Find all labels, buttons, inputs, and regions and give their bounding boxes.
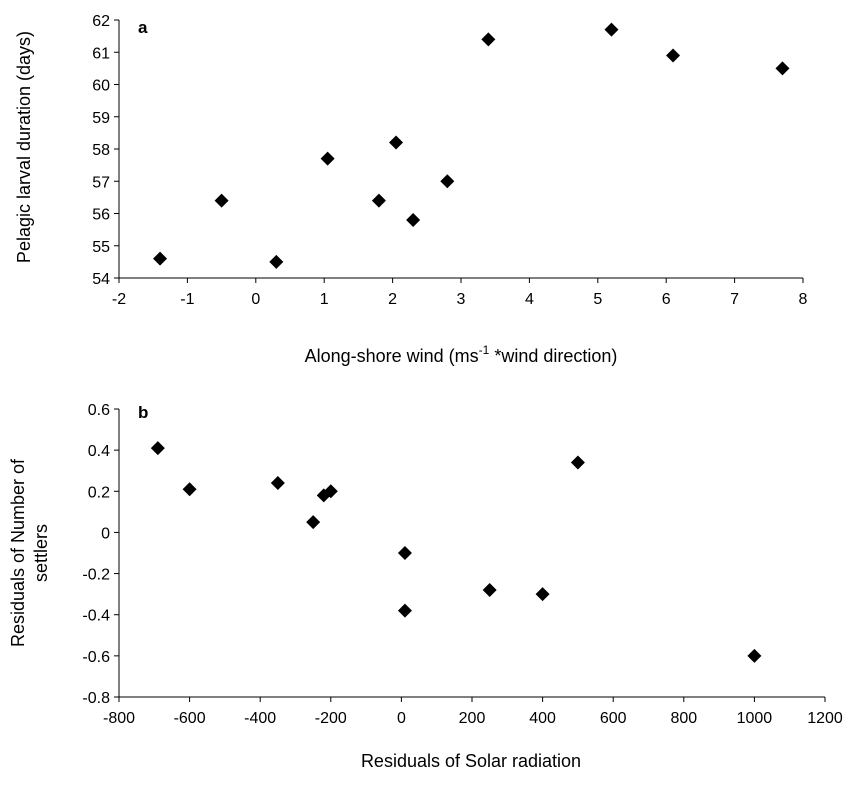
panel-b-data-point <box>747 648 762 663</box>
panel-a-y-tick-label: 62 <box>92 13 110 30</box>
panel-b-data-point <box>150 441 165 456</box>
panel-a-x-tick-label: 2 <box>388 291 397 308</box>
panel-b-data-point <box>397 546 412 560</box>
panel-b-x-tick-label: 400 <box>529 710 556 727</box>
panel-a-y-tick-label: 58 <box>92 142 110 159</box>
panel-b-x-tick-label: 1000 <box>737 710 773 727</box>
panel-a-y-tick-label: 54 <box>92 271 110 288</box>
panel-a-letter: a <box>138 18 148 37</box>
panel-a-x-axis-title-suffix: *wind direction) <box>489 346 617 366</box>
panel-b: -0.8-0.6-0.4-0.200.20.40.6 -800 -600 -400-… <box>8 402 843 771</box>
panel-a-x-tick-label: 4 <box>525 291 534 308</box>
panel-b-y-tick-label: 0.6 <box>88 402 110 419</box>
panel-a-x-axis-title-superscript: -1 <box>479 343 490 357</box>
panel-b-x-tick-label: -400 <box>244 710 276 727</box>
panel-b-y-tick-label: 0.2 <box>88 484 110 501</box>
panel-b-data-point <box>482 583 497 598</box>
panel-b-x-tick-label: 200 <box>459 710 486 727</box>
panel-a-x-tick-label: 7 <box>730 291 739 308</box>
panel-b-data-point <box>182 482 197 497</box>
panel-a-data-point <box>153 251 168 266</box>
panel-b-x-tick-label: 800 <box>670 710 697 727</box>
panel-a-data-point <box>269 254 284 269</box>
panel-b-x-tick-label: 600 <box>600 710 627 727</box>
panel-b-y-axis-title: Residuals of Number of settlers <box>8 458 51 647</box>
panel-b-x-ticks: -800 -600 -400 -200 0 200 400 600 800 1000 1200 <box>103 697 843 727</box>
panel-b-x-axis-title: Residuals of Solar radiation <box>361 751 581 771</box>
panel-a-x-axis-title-main: Along-shore wind (ms <box>305 346 479 366</box>
panel-a-x-tick-label: 5 <box>593 291 602 308</box>
panel-b-y-tick-label: 0 <box>101 525 110 542</box>
panel-a-y-tick-label: 55 <box>92 239 110 256</box>
panel-b-data-point <box>306 515 321 530</box>
panel-a-x-tick-label: -2 <box>112 291 126 308</box>
panel-a-y-ticks: 54 55 56 57 58 59 60 61 62 <box>92 13 119 288</box>
panel-a-data-point <box>775 61 790 76</box>
panel-a-x-tick-label: 6 <box>662 291 671 308</box>
panel-b-x-tick-label: -600 <box>174 710 206 727</box>
panel-b-data-point <box>397 603 412 618</box>
panel-a-data-point <box>389 135 404 150</box>
panel-a-y-tick-label: 56 <box>92 207 110 224</box>
panel-b-data-point <box>270 476 285 491</box>
panel-a-data-point <box>371 193 386 208</box>
panel-b-x-tick-label: 0 <box>397 710 406 727</box>
panel-a-points <box>153 22 790 269</box>
panel-a-x-tick-label: -1 <box>180 291 194 308</box>
panel-a-data-point <box>320 151 335 166</box>
panel-b-x-tick-label: -200 <box>315 710 347 727</box>
panel-b-points <box>150 441 762 663</box>
panel-a-y-tick-label: 61 <box>92 45 110 62</box>
panel-a-data-point <box>481 32 496 47</box>
panel-a-x-tick-label: 0 <box>251 291 260 308</box>
panel-b-data-point <box>323 484 338 499</box>
panel-a-y-tick-label: 60 <box>92 78 110 95</box>
panel-b-y-ticks: -0.8 -0.6 -0.4 -0.2 0 0.2 0.4 0.6 <box>82 402 119 707</box>
panel-b-y-tick-label: -0.4 <box>82 608 110 625</box>
panel-b-y-tick-label: 0.4 <box>88 443 110 460</box>
panel-a-y-tick-label: 57 <box>92 174 110 191</box>
panel-b-y-axis-title-line1: Residuals of Number of <box>8 458 28 647</box>
panel-a-x-tick-label: 3 <box>457 291 466 308</box>
panel-b-y-tick-label: -0.6 <box>82 649 110 666</box>
panel-a-data-point <box>406 212 421 227</box>
panel-b-data-point <box>570 455 585 470</box>
panel-a-x-ticks: -2 -1 0 1 2 3 4 5 6 7 8 <box>112 278 808 308</box>
panel-b-x-tick-label: 1200 <box>807 710 843 727</box>
panel-b-y-tick-label: -0.8 <box>82 690 110 707</box>
panel-a-y-tick-label: 59 <box>92 110 110 127</box>
panel-a-data-point <box>604 22 619 37</box>
panel-b-x-tick-label: -800 <box>103 710 135 727</box>
panel-b-letter: b <box>138 403 148 422</box>
panel-a-x-axis-title: Along-shore wind (ms-1 *wind direction) <box>305 343 618 366</box>
panel-a-data-point <box>440 174 455 189</box>
panel-b-data-point <box>535 587 550 602</box>
panel-a-y-axis-title: Pelagic larval duration (days) <box>14 31 34 263</box>
panel-a-data-point <box>666 48 681 63</box>
panel-b-y-tick-label: -0.2 <box>82 567 110 584</box>
panel-a-x-tick-label: 1 <box>320 291 329 308</box>
panel-a-data-point <box>214 193 229 208</box>
panel-b-y-axis-title-line2: settlers <box>31 524 51 582</box>
panel-a-x-tick-label: 8 <box>799 291 808 308</box>
